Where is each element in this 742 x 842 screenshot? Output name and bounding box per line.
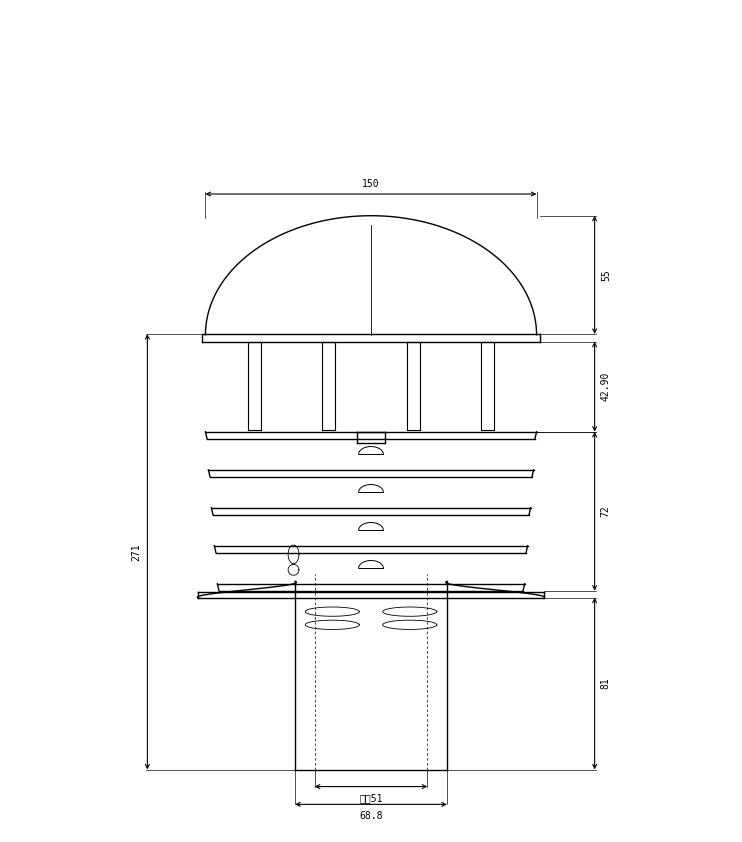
Text: 68.8: 68.8 (359, 811, 383, 821)
Text: 内彄51: 内彄51 (359, 793, 383, 802)
Text: 150: 150 (362, 179, 380, 189)
Text: 42.90: 42.90 (601, 372, 611, 402)
Text: 271: 271 (131, 543, 141, 561)
Text: 55: 55 (601, 269, 611, 280)
Text: 81: 81 (601, 678, 611, 690)
Text: 72: 72 (601, 505, 611, 517)
